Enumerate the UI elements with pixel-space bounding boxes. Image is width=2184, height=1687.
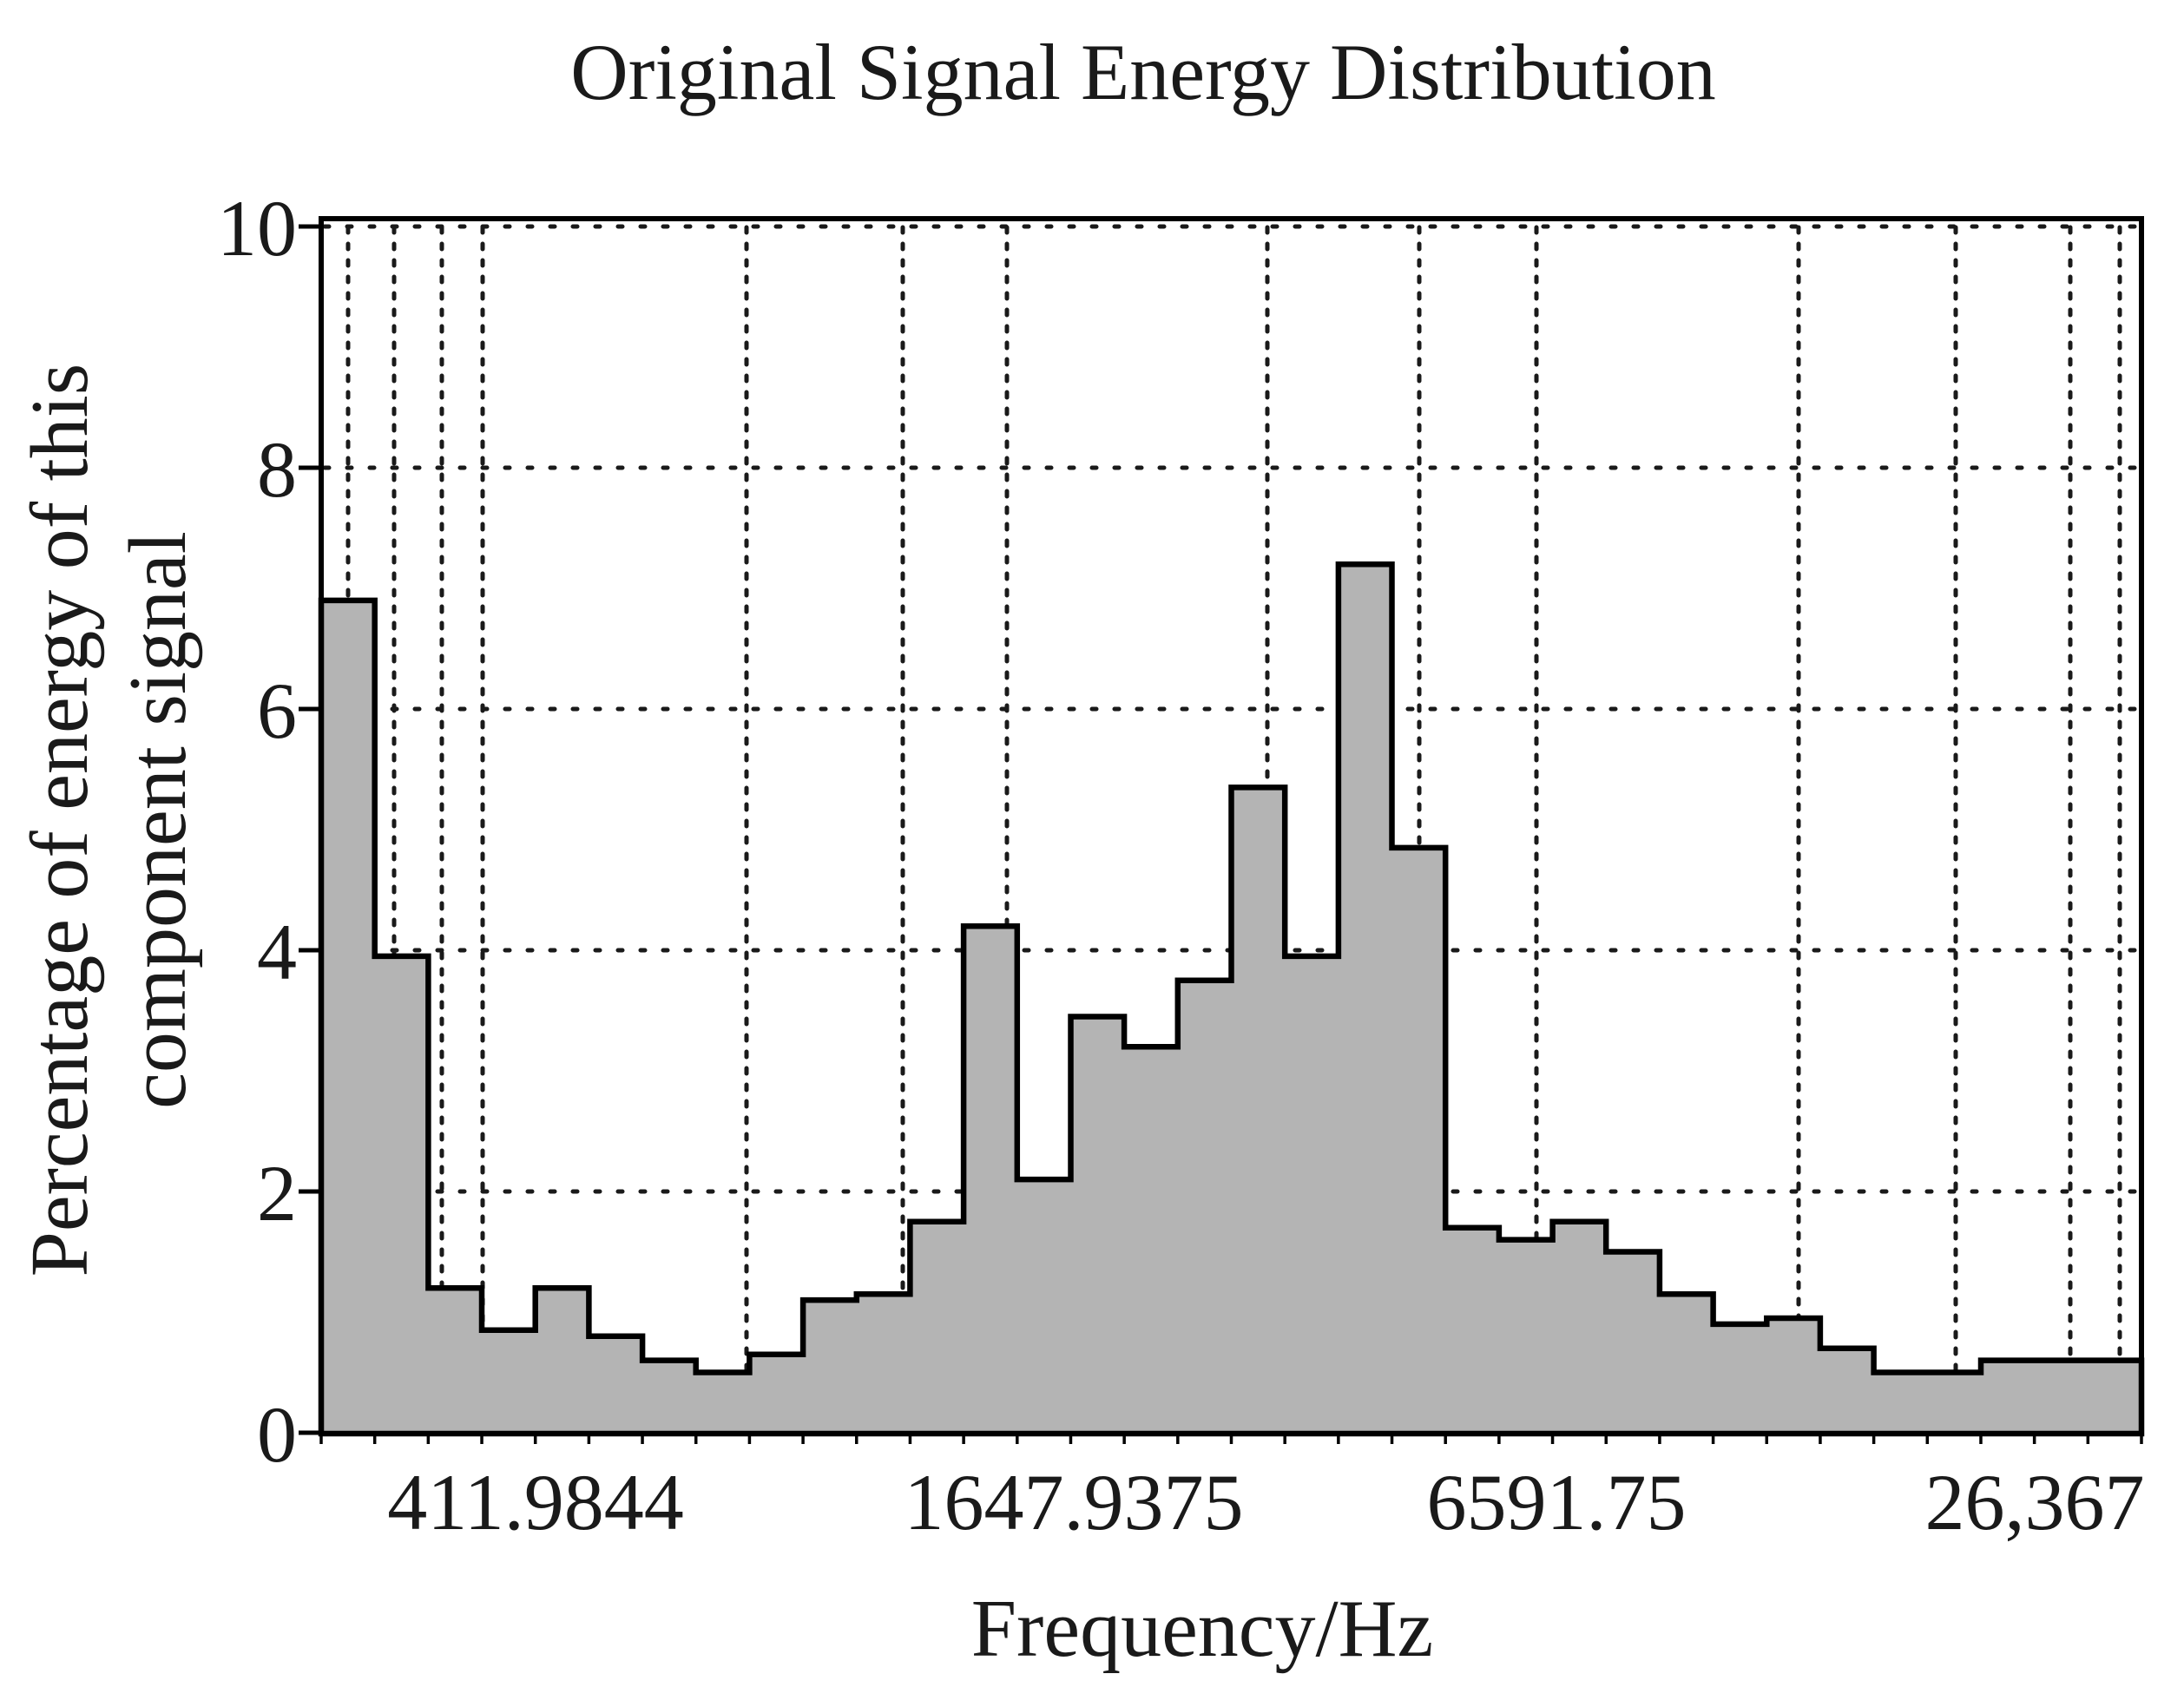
- tick-labels: 0 2 4 6 8 10 411.9844 1647.9375 6591.75 26,367: [217, 184, 2145, 1546]
- x-axis-label: Frequency/Hz: [971, 1584, 1433, 1674]
- axes-box: [299, 216, 2144, 1444]
- x-tick-label: 411.9844: [387, 1458, 684, 1546]
- x-tick-label: 26,367: [1925, 1458, 2145, 1546]
- x-tick-label: 1647.9375: [905, 1458, 1244, 1546]
- y-tick-label: 0: [257, 1390, 297, 1479]
- y-tick-label: 6: [257, 666, 297, 755]
- y-tick-label: 10: [217, 184, 297, 272]
- histogram-bars: [318, 561, 2145, 1437]
- dotted-grid: [322, 224, 2142, 1434]
- y-tick-label: 2: [257, 1149, 297, 1237]
- y-axis-label-line1: Percentage of energy of this: [15, 364, 105, 1277]
- y-tick-label: 4: [257, 908, 297, 996]
- chart-title: Original Signal Energy Distribution: [570, 28, 1715, 116]
- y-tick-label: 8: [257, 425, 297, 514]
- y-axis-label-line2: component signal: [113, 531, 203, 1109]
- x-tick-label: 6591.75: [1427, 1458, 1687, 1546]
